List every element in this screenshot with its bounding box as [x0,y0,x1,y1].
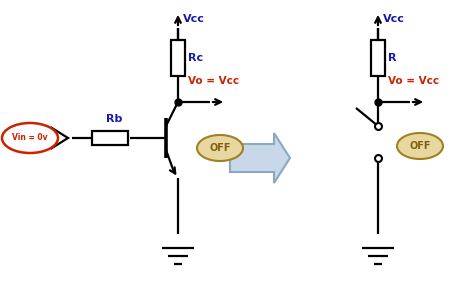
Polygon shape [230,133,290,183]
Text: Rb: Rb [106,114,122,124]
Text: Vin = 0v: Vin = 0v [12,134,48,143]
Polygon shape [52,128,68,148]
Text: OFF: OFF [409,141,431,151]
Text: Rc: Rc [188,53,203,63]
Text: R: R [388,53,396,63]
Ellipse shape [397,133,443,159]
Ellipse shape [197,135,243,161]
Ellipse shape [2,123,58,153]
Text: Vcc: Vcc [183,14,205,24]
FancyBboxPatch shape [92,131,128,145]
Text: Vcc: Vcc [383,14,405,24]
FancyBboxPatch shape [171,40,185,76]
Text: OFF: OFF [209,143,231,153]
Text: Vo = Vcc: Vo = Vcc [188,76,239,86]
Text: Vo = Vcc: Vo = Vcc [388,76,439,86]
FancyBboxPatch shape [371,40,385,76]
